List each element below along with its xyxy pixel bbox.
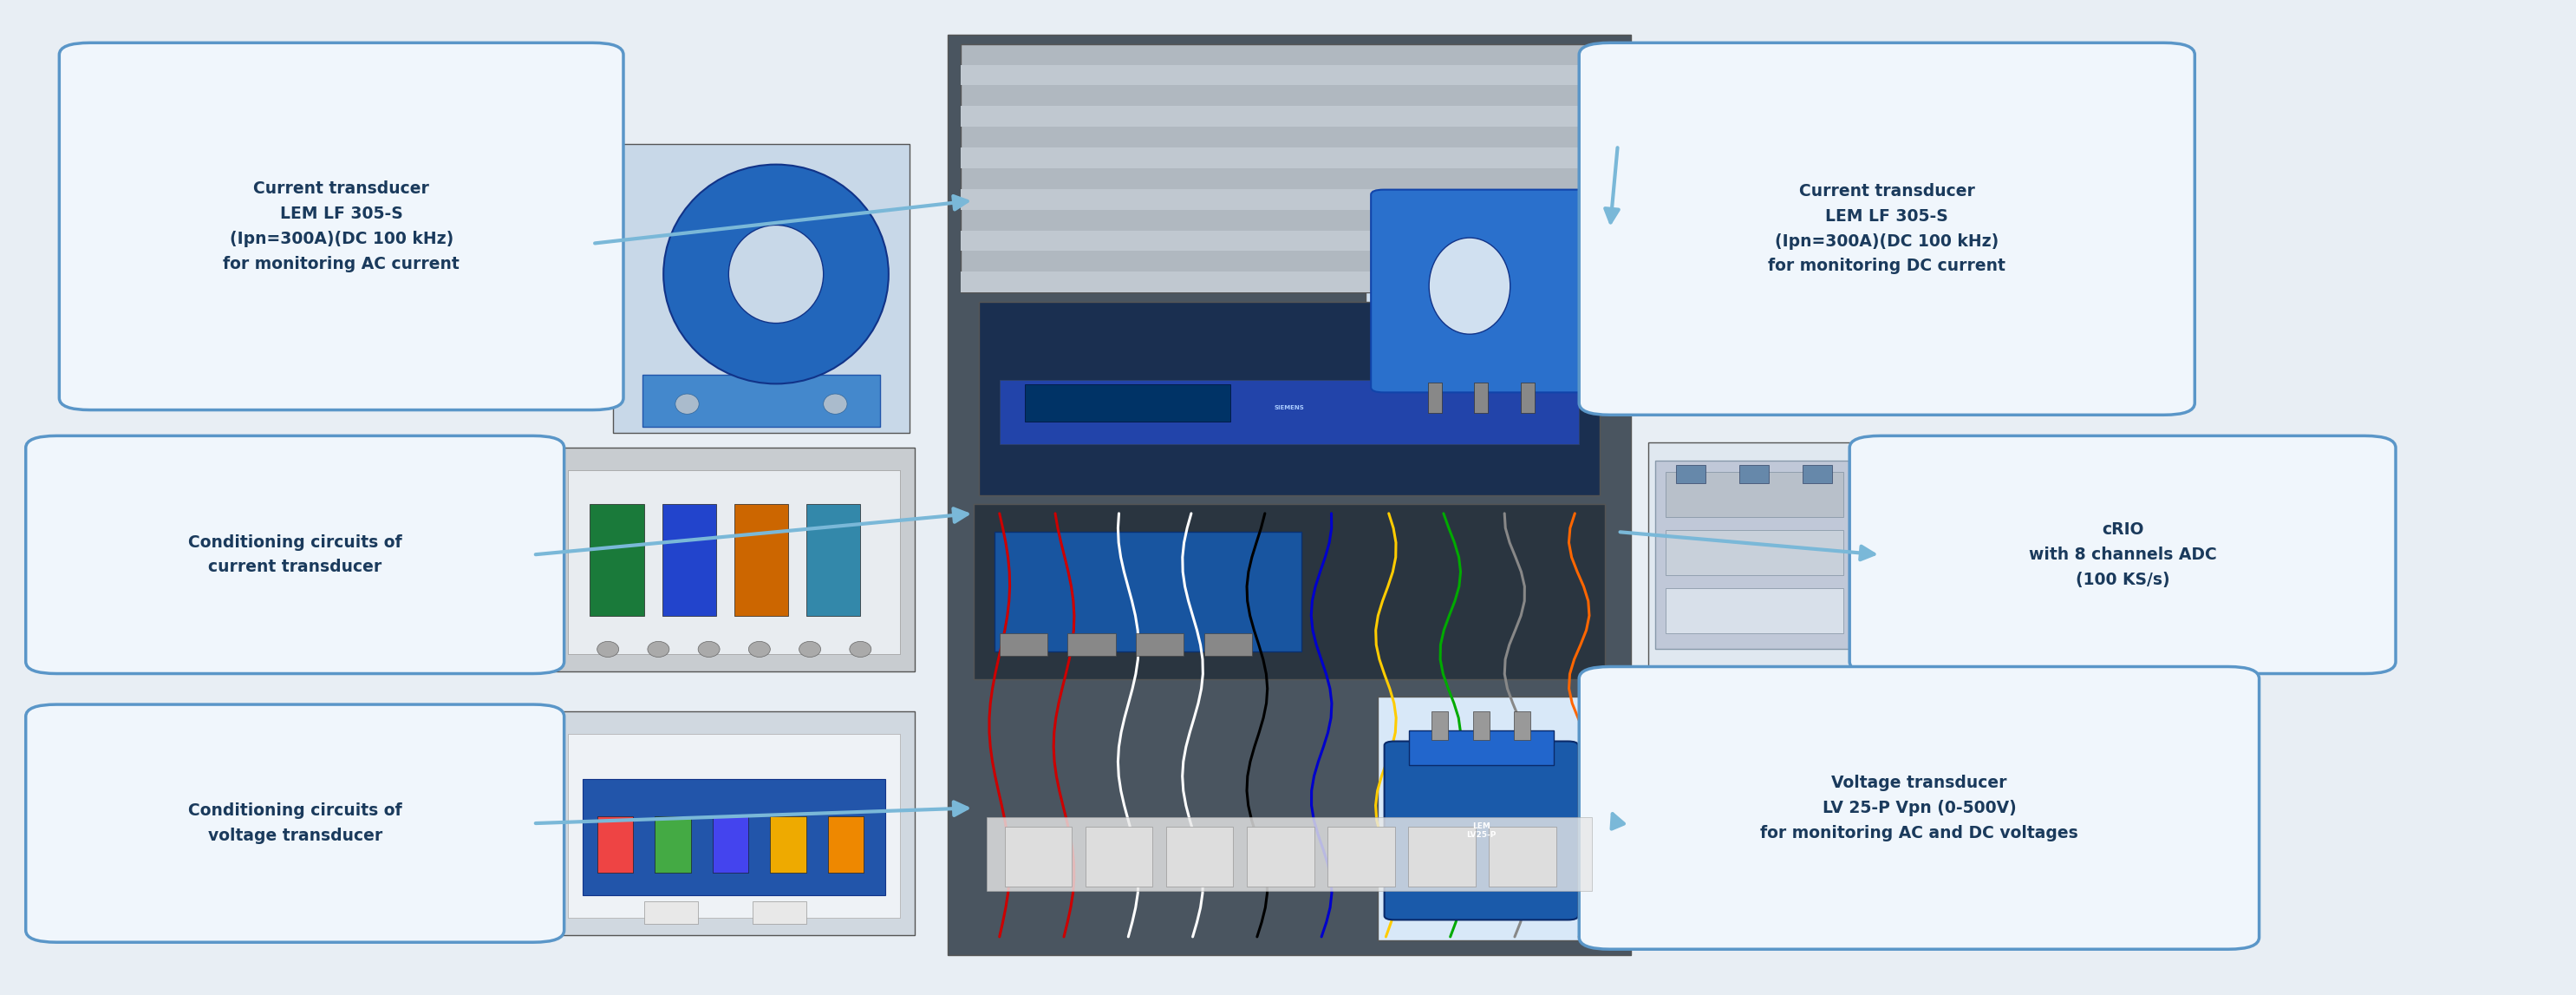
Bar: [1520, 382, 1535, 413]
Bar: [961, 65, 1618, 86]
Bar: [999, 633, 1048, 656]
Bar: [734, 503, 788, 616]
Ellipse shape: [675, 394, 698, 414]
Bar: [770, 817, 806, 873]
Bar: [987, 817, 1592, 891]
Bar: [1327, 826, 1394, 887]
Bar: [644, 901, 698, 924]
Bar: [1677, 465, 1705, 484]
Bar: [1025, 384, 1231, 422]
Text: Voltage transducer
LV 25-P Vpn (0-500V)
for monitoring AC and DC voltages: Voltage transducer LV 25-P Vpn (0-500V) …: [1759, 775, 2079, 841]
Bar: [1005, 826, 1072, 887]
FancyBboxPatch shape: [26, 704, 564, 942]
Ellipse shape: [698, 642, 719, 657]
Bar: [1667, 588, 1842, 633]
Bar: [1739, 465, 1770, 484]
Bar: [979, 301, 1600, 495]
Bar: [1803, 465, 1832, 484]
Bar: [961, 272, 1618, 293]
FancyBboxPatch shape: [1850, 436, 2396, 674]
Bar: [961, 106, 1618, 126]
FancyBboxPatch shape: [26, 436, 564, 674]
Bar: [1378, 696, 1584, 940]
Bar: [1654, 461, 1855, 649]
Ellipse shape: [799, 642, 822, 657]
Bar: [1667, 472, 1842, 516]
Bar: [1649, 443, 1860, 667]
Bar: [1489, 826, 1556, 887]
Bar: [948, 35, 1631, 955]
Bar: [1473, 711, 1489, 740]
Bar: [806, 503, 860, 616]
Bar: [1206, 633, 1252, 656]
Text: cRIO
with 8 channels ADC
(100 KS/s): cRIO with 8 channels ADC (100 KS/s): [2030, 521, 2215, 588]
Bar: [654, 817, 690, 873]
Ellipse shape: [850, 642, 871, 657]
FancyBboxPatch shape: [1383, 741, 1579, 919]
Bar: [714, 817, 750, 873]
Ellipse shape: [729, 225, 824, 323]
Text: SIEMENS: SIEMENS: [1275, 405, 1303, 410]
Bar: [961, 44, 1618, 293]
Bar: [999, 380, 1579, 445]
Ellipse shape: [1430, 238, 1510, 334]
Bar: [974, 504, 1605, 679]
Bar: [1136, 633, 1185, 656]
FancyBboxPatch shape: [59, 43, 623, 410]
Bar: [598, 817, 634, 873]
Bar: [1069, 633, 1115, 656]
Bar: [644, 375, 881, 427]
Text: Current transducer
LEM LF 305-S
(Ipn=300A)(DC 100 kHz)
for monitoring AC current: Current transducer LEM LF 305-S (Ipn=300…: [224, 181, 459, 272]
Text: Current transducer
LEM LF 305-S
(Ipn=300A)(DC 100 kHz)
for monitoring DC current: Current transducer LEM LF 305-S (Ipn=300…: [1767, 183, 2007, 275]
Bar: [752, 901, 806, 924]
Bar: [1667, 530, 1842, 575]
FancyBboxPatch shape: [1370, 190, 1592, 392]
Bar: [613, 144, 909, 433]
Text: Conditioning circuits of
current transducer: Conditioning circuits of current transdu…: [188, 534, 402, 575]
Bar: [662, 503, 716, 616]
Bar: [1247, 826, 1314, 887]
Bar: [994, 531, 1301, 652]
Bar: [1473, 382, 1489, 413]
Ellipse shape: [665, 164, 889, 384]
Bar: [827, 817, 863, 873]
Bar: [569, 470, 899, 654]
Text: LEM
LV25-P: LEM LV25-P: [1466, 822, 1497, 839]
Bar: [1409, 826, 1476, 887]
Bar: [1432, 711, 1448, 740]
Bar: [1515, 711, 1530, 740]
FancyBboxPatch shape: [1579, 667, 2259, 949]
FancyBboxPatch shape: [1579, 43, 2195, 415]
Bar: [1409, 730, 1553, 765]
Ellipse shape: [647, 642, 670, 657]
Ellipse shape: [750, 642, 770, 657]
Ellipse shape: [824, 394, 848, 414]
Bar: [569, 734, 899, 917]
Bar: [554, 711, 914, 935]
Bar: [1427, 382, 1443, 413]
Bar: [1084, 826, 1151, 887]
Bar: [961, 147, 1618, 168]
Bar: [1365, 164, 1597, 418]
Bar: [554, 448, 914, 672]
Ellipse shape: [598, 642, 618, 657]
Text: Conditioning circuits of
voltage transducer: Conditioning circuits of voltage transdu…: [188, 803, 402, 844]
Bar: [1167, 826, 1234, 887]
Bar: [961, 189, 1618, 210]
Bar: [582, 778, 886, 896]
Bar: [961, 231, 1618, 251]
Bar: [590, 503, 644, 616]
